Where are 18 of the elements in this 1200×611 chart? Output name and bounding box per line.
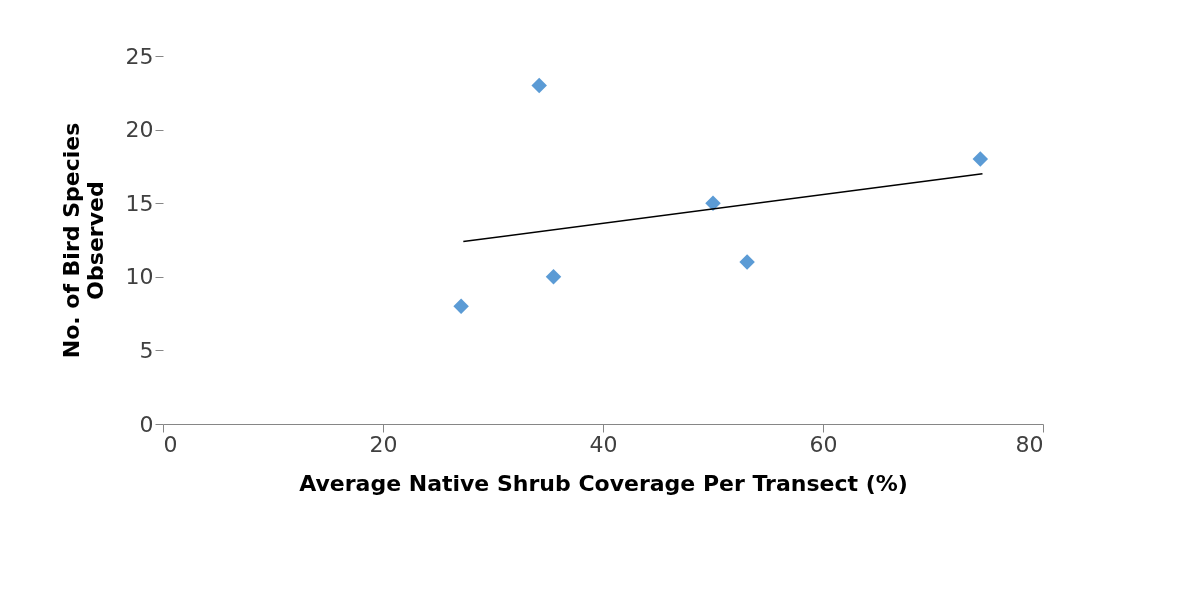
point xyxy=(972,151,989,167)
y-tick-label: 5 xyxy=(139,337,154,363)
y-tick-label: 15 xyxy=(125,190,154,216)
point xyxy=(453,298,469,314)
x-tick-label: 0 xyxy=(163,431,178,457)
point xyxy=(545,269,562,285)
y-tick-label: 25 xyxy=(125,43,154,69)
y-tick-label: 20 xyxy=(125,117,154,143)
x-tick-label: 20 xyxy=(369,431,398,457)
y-tick-label: 10 xyxy=(125,264,154,290)
point xyxy=(739,254,755,270)
x-axis-title: Average Native Shrub Coverage Per Transect (%) xyxy=(299,470,908,496)
y-tick-label: 0 xyxy=(139,411,154,437)
point xyxy=(531,77,547,94)
x-tick-label: 60 xyxy=(809,431,838,457)
x-tick-label: 80 xyxy=(1015,431,1044,457)
y-axis-title: No. of Bird Species Observed xyxy=(58,122,108,359)
x-tick-label: 40 xyxy=(589,431,618,457)
